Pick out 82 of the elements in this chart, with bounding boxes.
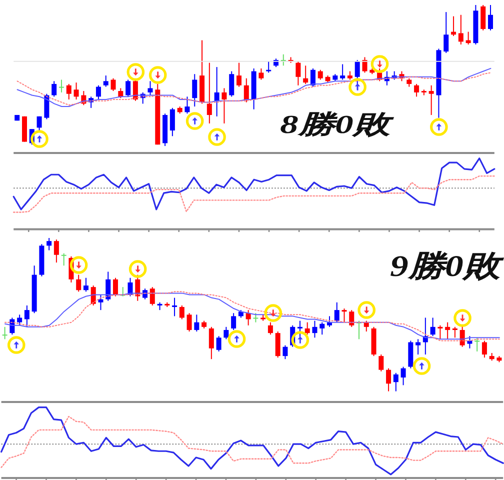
candlestick <box>103 75 108 88</box>
candlestick <box>362 56 368 74</box>
candlestick <box>90 285 96 306</box>
candlestick <box>445 322 450 340</box>
candlestick <box>378 354 384 372</box>
candlestick <box>340 64 346 80</box>
candlestick <box>320 322 325 336</box>
candlestick <box>135 274 140 302</box>
candlestick <box>467 336 472 349</box>
candlestick <box>2 326 8 340</box>
candlestick <box>112 277 118 297</box>
candlestick <box>349 310 354 328</box>
candlestick <box>214 66 220 117</box>
candlestick <box>266 60 272 74</box>
candlestick <box>386 368 392 392</box>
candlestick <box>334 302 340 323</box>
candlestick <box>54 239 59 264</box>
candlestick <box>184 96 190 114</box>
candlestick <box>275 331 280 358</box>
candlestick <box>303 65 308 84</box>
candlestick <box>474 337 480 352</box>
candlestick <box>208 326 214 360</box>
candlestick <box>312 320 318 338</box>
candlestick <box>430 317 436 337</box>
candlestick <box>58 79 64 93</box>
candlestick <box>126 79 131 98</box>
candlestick <box>452 326 458 338</box>
candlestick <box>244 78 249 103</box>
candlestick <box>61 252 66 266</box>
candlestick <box>416 338 421 356</box>
candlestick <box>10 317 15 336</box>
candlestick <box>170 107 175 137</box>
candlestick <box>231 312 236 330</box>
candlestick <box>206 62 212 124</box>
candlestick <box>66 83 72 100</box>
candlestick <box>480 5 486 31</box>
candlestick <box>110 78 116 92</box>
candlestick <box>17 314 22 326</box>
candlestick <box>194 314 200 332</box>
candlestick <box>36 116 42 131</box>
candlestick <box>224 326 229 340</box>
candlestick <box>304 322 310 336</box>
candlestick <box>444 12 449 54</box>
candlestick <box>118 88 124 99</box>
candlestick <box>148 80 153 96</box>
candlestick <box>179 304 184 320</box>
candlestick <box>326 316 332 328</box>
candlestick <box>222 88 227 124</box>
candlestick <box>400 366 406 386</box>
candlestick <box>488 5 494 31</box>
candlestick <box>258 68 264 80</box>
candlestick <box>236 62 242 88</box>
candlestick <box>428 84 434 116</box>
candlestick <box>76 274 82 292</box>
candlestick <box>96 84 101 100</box>
candlestick <box>46 238 52 251</box>
candlestick <box>414 83 420 98</box>
candlestick <box>150 286 155 306</box>
candlestick <box>52 80 57 98</box>
candlestick <box>106 271 111 302</box>
candlestick <box>192 74 198 108</box>
candlestick <box>253 312 258 323</box>
candlestick <box>229 70 234 98</box>
candlestick <box>342 308 347 323</box>
candlestick <box>310 68 316 88</box>
candlestick <box>280 54 286 66</box>
candlestick <box>83 277 88 292</box>
candlestick <box>268 322 273 336</box>
candlestick <box>98 294 104 311</box>
candlestick <box>393 372 398 392</box>
candlestick <box>296 60 301 86</box>
candlestick <box>74 82 79 100</box>
candlestick <box>482 340 487 358</box>
candlestick <box>172 297 178 317</box>
candlestick <box>216 336 222 352</box>
candlestick <box>282 344 288 360</box>
candlestick <box>24 304 30 328</box>
candlestick <box>458 14 464 45</box>
candlestick <box>460 324 465 348</box>
candlestick <box>438 324 443 340</box>
candlestick <box>186 312 192 332</box>
candlestick <box>318 69 323 80</box>
